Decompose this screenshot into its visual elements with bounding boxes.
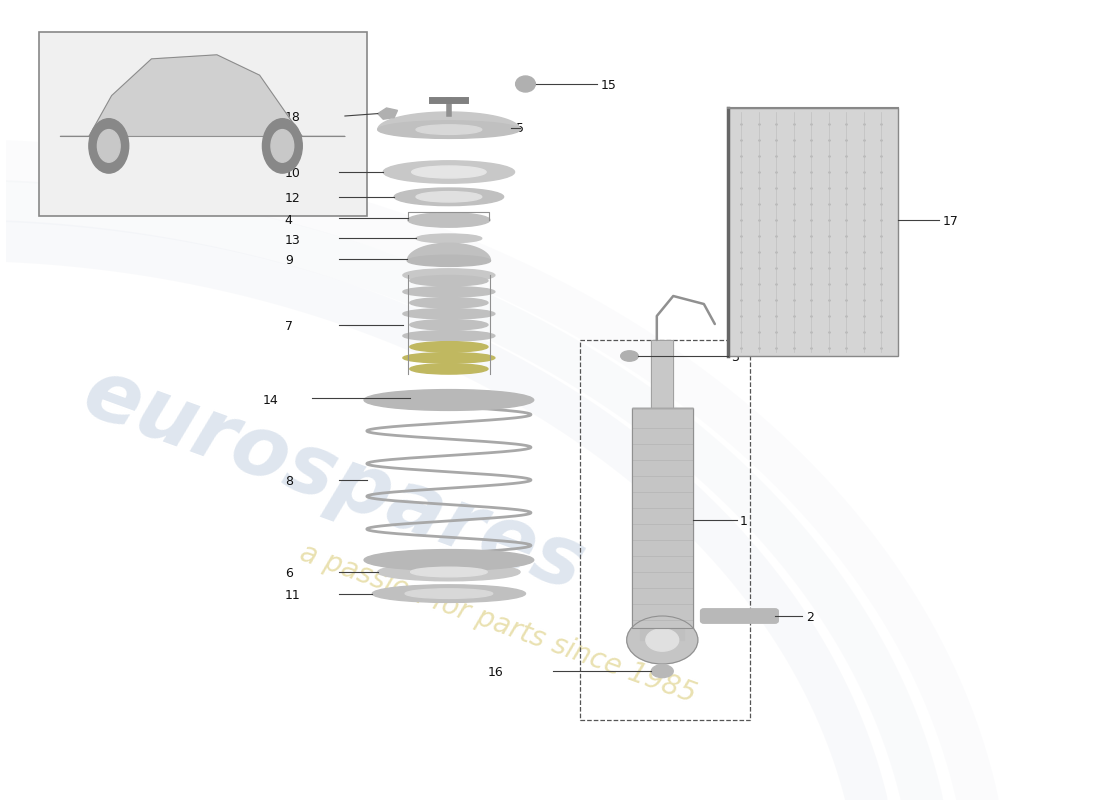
Text: 12: 12 (285, 192, 300, 205)
Text: 6: 6 (285, 567, 293, 580)
Ellipse shape (410, 319, 488, 330)
Bar (631, 408, 693, 628)
Text: 5: 5 (516, 122, 524, 135)
Ellipse shape (271, 130, 294, 162)
Text: a passion for parts since 1985: a passion for parts since 1985 (296, 539, 700, 709)
Ellipse shape (408, 213, 490, 227)
Text: 17: 17 (943, 214, 958, 228)
Text: 11: 11 (285, 589, 300, 602)
Ellipse shape (405, 589, 493, 598)
Ellipse shape (411, 166, 486, 178)
Ellipse shape (516, 76, 536, 92)
Ellipse shape (263, 118, 302, 173)
Text: 7: 7 (285, 320, 293, 333)
Ellipse shape (372, 585, 526, 602)
Ellipse shape (410, 275, 488, 286)
Ellipse shape (410, 342, 488, 352)
Ellipse shape (403, 269, 495, 282)
Bar (651, 340, 673, 408)
Ellipse shape (403, 309, 495, 319)
Ellipse shape (403, 286, 495, 297)
Ellipse shape (416, 125, 482, 134)
Text: 16: 16 (488, 666, 504, 679)
Ellipse shape (89, 118, 129, 173)
FancyBboxPatch shape (701, 609, 779, 623)
Text: 9: 9 (285, 254, 293, 267)
Ellipse shape (383, 161, 515, 183)
Ellipse shape (394, 188, 504, 206)
Ellipse shape (627, 616, 697, 664)
Polygon shape (407, 243, 491, 261)
Ellipse shape (418, 394, 480, 402)
Text: 1: 1 (740, 515, 748, 528)
Ellipse shape (407, 255, 491, 266)
Bar (651, 340, 673, 408)
Text: 18: 18 (285, 111, 300, 124)
Ellipse shape (620, 351, 638, 362)
Polygon shape (377, 112, 520, 130)
Ellipse shape (416, 234, 482, 243)
Ellipse shape (364, 550, 534, 570)
Bar (728, 108, 898, 356)
Ellipse shape (377, 563, 520, 581)
Text: 2: 2 (805, 611, 814, 624)
Polygon shape (60, 54, 345, 136)
Bar (39, 32, 366, 216)
Text: 3: 3 (732, 351, 739, 364)
Bar (580, 340, 750, 720)
Text: 15: 15 (601, 79, 617, 92)
Ellipse shape (364, 390, 534, 410)
Text: 8: 8 (285, 475, 293, 488)
Text: eurospares: eurospares (73, 352, 595, 608)
Ellipse shape (646, 629, 679, 651)
Polygon shape (640, 628, 684, 640)
Text: 10: 10 (285, 167, 300, 180)
Ellipse shape (651, 665, 673, 678)
Ellipse shape (410, 364, 488, 374)
Text: 14: 14 (263, 394, 278, 406)
Text: 13: 13 (285, 234, 300, 246)
Ellipse shape (403, 330, 495, 341)
Ellipse shape (377, 121, 520, 138)
Ellipse shape (403, 353, 495, 363)
Bar (631, 408, 693, 628)
Ellipse shape (410, 567, 487, 577)
Ellipse shape (410, 298, 488, 308)
Polygon shape (377, 108, 397, 119)
Ellipse shape (409, 393, 488, 404)
Ellipse shape (98, 130, 120, 162)
Ellipse shape (416, 191, 482, 202)
Text: 4: 4 (285, 214, 293, 226)
